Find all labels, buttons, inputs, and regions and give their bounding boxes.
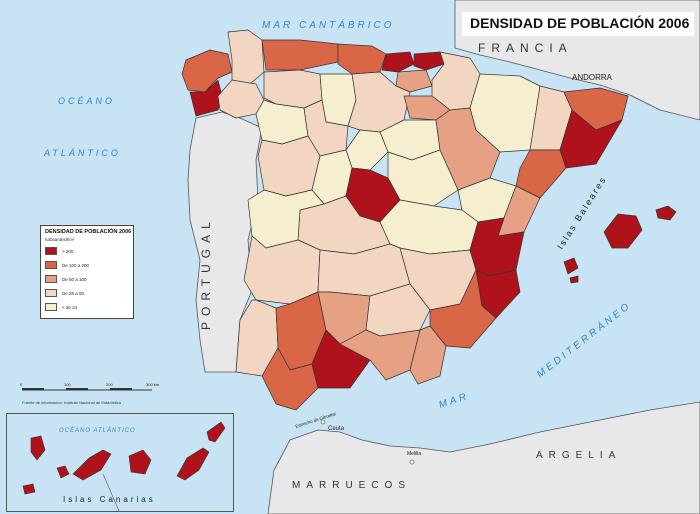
island-ibiza: [563, 257, 579, 275]
legend: DENSIDAD DE POBLACIÓN 2006 habitantes/km…: [40, 225, 134, 319]
province-badajoz: [243, 235, 321, 305]
legend-label: > 200: [62, 248, 74, 254]
legend-row: De 100 a 200: [45, 260, 89, 270]
scale-bar: 0 100 200 300 km: [20, 382, 160, 391]
label-francia: FRANCIA: [478, 41, 573, 55]
scale-tick-100: 100: [64, 382, 71, 387]
island-formentera: [569, 275, 579, 284]
label-mar: MAR: [438, 391, 471, 411]
label-oceano: OCÉANO: [58, 96, 115, 106]
province-cantabria: [337, 43, 387, 75]
legend-label: < de 24: [62, 304, 78, 310]
island-el-hierro: [22, 483, 36, 495]
province-alava: [395, 69, 433, 93]
province-lugo: [227, 29, 265, 85]
island-fuerteventura: [176, 447, 210, 481]
legend-swatch: [45, 261, 57, 269]
province-segovia: [345, 129, 389, 171]
legend-row: De 50 a 100: [45, 274, 87, 284]
province-guipuzcoa: [413, 51, 445, 71]
legend-title: DENSIDAD DE POBLACIÓN 2006: [45, 229, 132, 235]
label-andorra: ANDORRA: [572, 73, 613, 82]
legend-swatch: [45, 303, 57, 311]
legend-label: De 100 a 200: [62, 262, 90, 268]
label-mediterraneo: MEDITERRÁNEO: [534, 298, 634, 380]
map-title: DENSIDAD DE POBLACIÓN 2006: [470, 15, 690, 31]
legend-swatch: [45, 289, 57, 297]
title-background: [462, 12, 694, 36]
legend-label: De 50 a 100: [62, 276, 87, 282]
label-mar-cantabrico: MAR CANTÁBRICO: [262, 18, 395, 31]
island-la-palma: [30, 435, 46, 461]
scale-tick-300: 300 km: [146, 382, 160, 387]
province-asturias: [261, 39, 339, 71]
source-note: Fuente de información: Instituto Naciona…: [22, 400, 121, 405]
label-melilla: Melilla: [407, 451, 421, 457]
province-salamanca: [257, 135, 321, 197]
legend-row: > 200: [45, 246, 73, 256]
canarias-map: OCÉANO ATLÁNTICO Islas Canarias: [22, 421, 226, 512]
label-atlantico: ATLÁNTICO: [43, 148, 121, 158]
scale-tick-0: 0: [20, 382, 23, 387]
province-vizcaya: [381, 51, 415, 73]
province-leon: [263, 69, 323, 109]
legend-swatch: [45, 247, 57, 255]
scale-tick-200: 200: [106, 382, 113, 387]
island-gran-canaria: [128, 449, 152, 475]
spain-provinces: [181, 29, 629, 411]
province-a-coruna: [181, 49, 233, 93]
label-islas-baleares: Islas Baleares: [555, 174, 608, 251]
island-mallorca: [603, 213, 643, 249]
label-ceuta: Ceuta: [328, 426, 345, 432]
legend-swatch: [45, 275, 57, 283]
province-murcia: [429, 269, 497, 349]
island-tenerife: [72, 449, 112, 481]
province-almeria: [409, 325, 447, 385]
label-argelia: ARGELIA: [536, 450, 621, 461]
label-portugal: PORTUGAL: [199, 216, 213, 330]
ceuta-marker: [320, 419, 326, 425]
label-marruecos: MARRUECOS: [292, 480, 411, 491]
island-la-gomera: [56, 465, 70, 479]
canarias-inset: OCÉANO ATLÁNTICO Islas Canarias: [6, 413, 234, 512]
island-menorca: [655, 205, 677, 221]
melilla-marker: [409, 459, 415, 465]
legend-unit: habitantes/km²: [45, 237, 75, 242]
legend-row: < de 24: [45, 302, 77, 312]
inset-divider: [102, 473, 120, 512]
legend-row: De 25 a 50: [45, 288, 84, 298]
north-africa-land: [267, 401, 700, 514]
legend-label: De 25 a 50: [62, 290, 85, 296]
label-islas-canarias: Islas Canarias: [63, 495, 156, 504]
label-oceano-atlantico-canarias: OCÉANO ATLÁNTICO: [59, 427, 136, 434]
island-lanzarote: [206, 421, 226, 443]
